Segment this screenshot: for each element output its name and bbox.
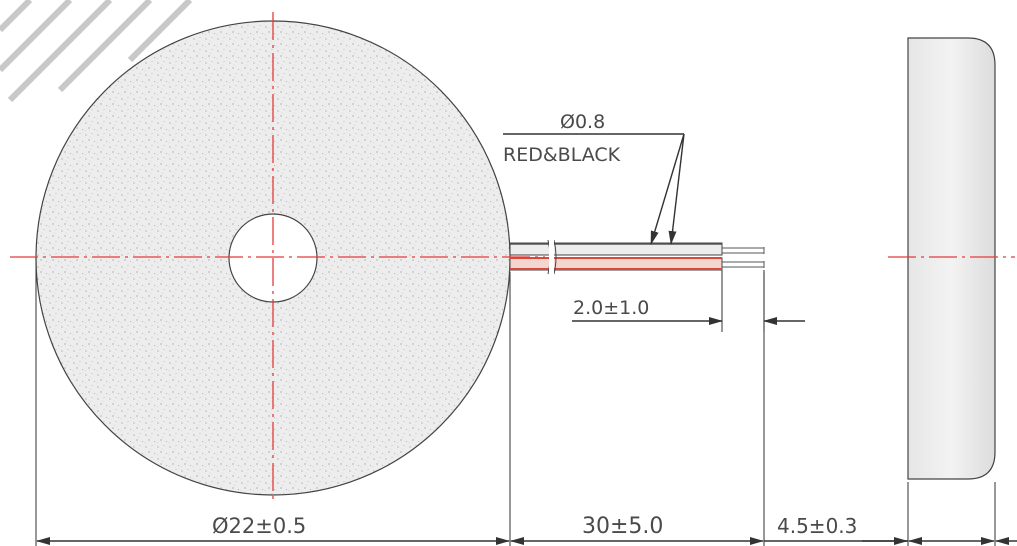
wire-colors-label: RED&BLACK [503, 144, 621, 166]
corner-stripes [0, 0, 193, 103]
strip-length-dimension: 2.0±1.0 [572, 270, 805, 332]
lead-length-label: 30±5.0 [582, 514, 663, 539]
diameter-label: Ø22±0.5 [212, 514, 306, 538]
thickness-label: 4.5±0.3 [777, 514, 857, 538]
wire-diameter-label: Ø0.8 [560, 111, 605, 133]
disc-side-view [907, 37, 996, 480]
center-lines [10, 12, 1015, 500]
bottom-dimensions: Ø22±0.5 30±5.0 4.5±0.3 [35, 258, 1017, 546]
wire-spec-callout: Ø0.8 RED&BLACK [503, 111, 685, 245]
strip-length-label: 2.0±1.0 [573, 297, 649, 319]
black-wire [509, 242, 723, 256]
lead-wires [509, 239, 765, 275]
